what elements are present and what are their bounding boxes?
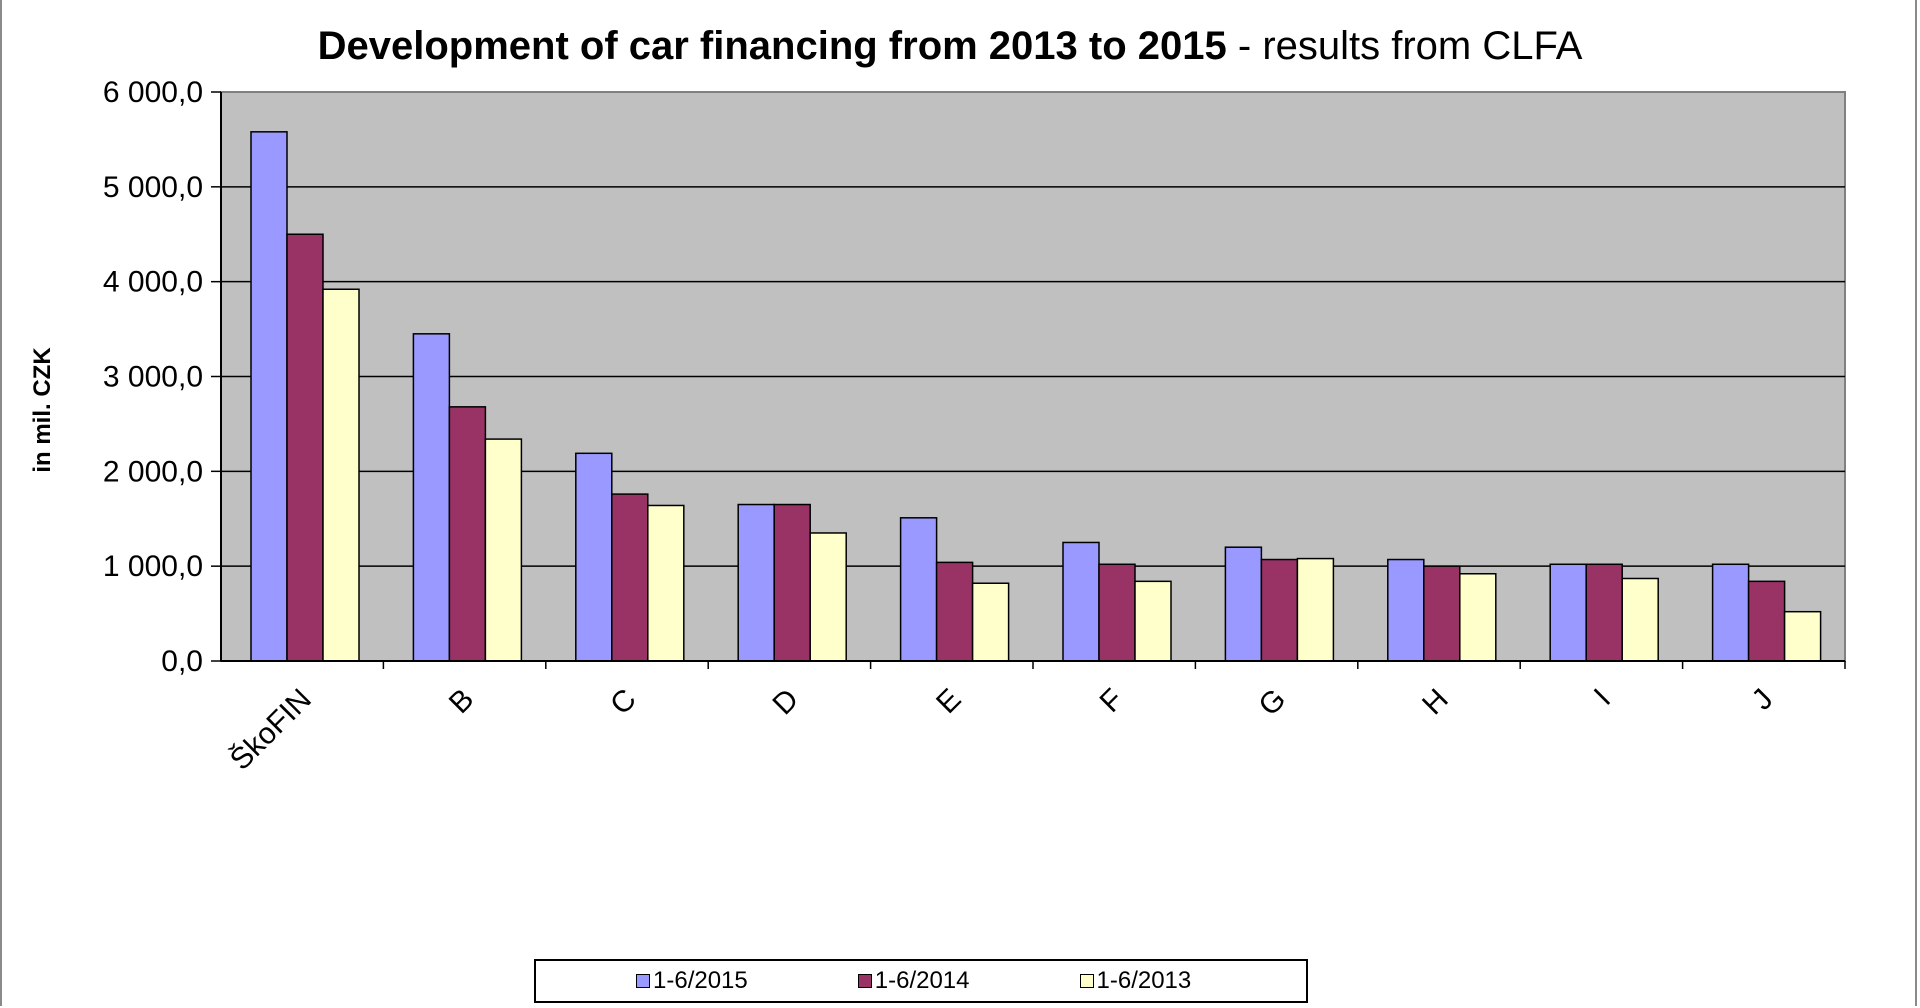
x-tick-label: ŠkoFIN bbox=[223, 682, 318, 777]
x-tick-label: I bbox=[1588, 683, 1617, 712]
y-tick-label: 5 000,0 bbox=[103, 171, 203, 204]
bar bbox=[1711, 563, 1750, 662]
bar bbox=[971, 582, 1010, 662]
bar bbox=[1296, 557, 1335, 662]
bar bbox=[1423, 565, 1461, 662]
bar-chart: 0,0 1 000,0 2 000,0 3 000,0 4 000,0 5 000,0 6 … bbox=[103, 76, 1846, 777]
x-tick-label: B bbox=[443, 683, 480, 720]
bar bbox=[899, 517, 938, 662]
bar bbox=[1134, 580, 1172, 662]
bar bbox=[1062, 541, 1100, 662]
x-tick-label: F bbox=[1094, 683, 1130, 719]
bar bbox=[250, 131, 288, 662]
x-tick-label: G bbox=[1253, 683, 1293, 723]
bar bbox=[412, 333, 451, 662]
y-tick-label: 0,0 bbox=[161, 645, 203, 678]
y-tick-label: 6 000,0 bbox=[103, 76, 203, 109]
legend-item-2013: 1-6/2013 bbox=[1079, 967, 1192, 995]
bar bbox=[1621, 577, 1659, 662]
x-tick-label: C bbox=[604, 683, 643, 722]
bar bbox=[1747, 580, 1786, 662]
bar bbox=[484, 438, 523, 662]
bar bbox=[647, 504, 685, 662]
chart-title-suffix: - results from CLFA bbox=[1226, 24, 1583, 68]
legend-item-2015: 1-6/2015 bbox=[636, 967, 748, 995]
bar bbox=[773, 503, 811, 662]
y-tick-label: 3 000,0 bbox=[103, 361, 203, 394]
legend-swatch-2015 bbox=[636, 974, 650, 988]
bar bbox=[935, 561, 974, 662]
x-tick-label: D bbox=[766, 683, 805, 722]
bar bbox=[809, 532, 847, 662]
legend-swatch-2013 bbox=[1079, 974, 1094, 988]
legend-item-2014: 1-6/2014 bbox=[857, 967, 970, 995]
y-tick-label: 4 000,0 bbox=[103, 266, 203, 299]
y-tick-label: 1 000,0 bbox=[103, 550, 203, 583]
chart-title: Development of car financing from 2013 t… bbox=[240, 24, 1660, 69]
legend-label-2013: 1-6/2013 bbox=[1096, 967, 1192, 994]
bar bbox=[1585, 563, 1623, 662]
x-tick-label: H bbox=[1416, 683, 1455, 722]
bar bbox=[611, 493, 649, 662]
bar bbox=[737, 503, 775, 662]
bar bbox=[1387, 558, 1425, 662]
bar bbox=[448, 406, 487, 662]
bar bbox=[1549, 563, 1587, 662]
bar bbox=[1459, 573, 1497, 662]
legend-label-2015: 1-6/2015 bbox=[653, 967, 748, 994]
x-tick-label: E bbox=[930, 683, 967, 720]
bar bbox=[322, 288, 360, 662]
bar bbox=[1098, 563, 1136, 662]
y-tick-label: 2 000,0 bbox=[103, 455, 203, 488]
bar bbox=[1783, 610, 1822, 662]
legend-label-2014: 1-6/2014 bbox=[874, 967, 970, 994]
legend: 1-6/2015 1-6/2014 1-6/2013 bbox=[534, 959, 1308, 1003]
x-tick-label: J bbox=[1746, 683, 1780, 717]
bar bbox=[1224, 546, 1263, 662]
bar bbox=[1260, 558, 1299, 662]
bar bbox=[575, 452, 613, 662]
legend-swatch-2014 bbox=[857, 974, 872, 988]
bar bbox=[286, 233, 324, 662]
chart-title-main: Development of car financing from 2013 t… bbox=[317, 24, 1227, 68]
